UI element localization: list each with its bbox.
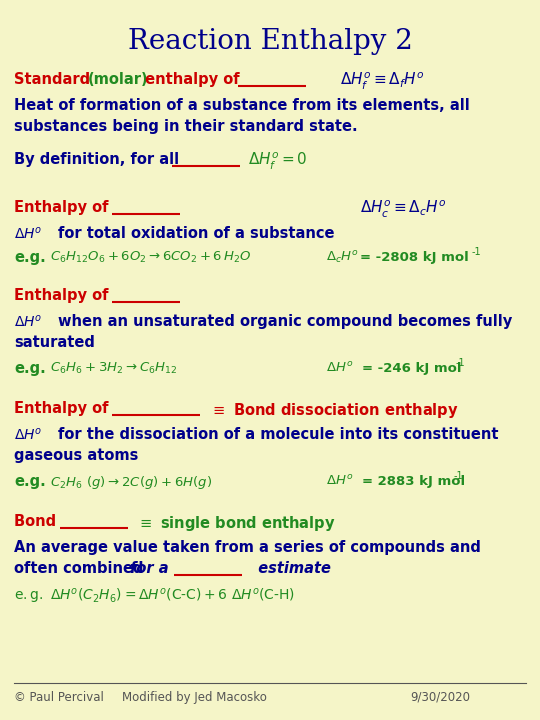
Text: = 2883 kJ mol: = 2883 kJ mol — [362, 475, 465, 488]
Text: Enthalpy of: Enthalpy of — [14, 288, 113, 303]
Text: $\equiv$ single bond enthalpy: $\equiv$ single bond enthalpy — [132, 514, 336, 533]
Text: for the dissociation of a molecule into its constituent: for the dissociation of a molecule into … — [58, 427, 498, 442]
Text: $\ \Delta_c H^o$: $\ \Delta_c H^o$ — [322, 250, 359, 266]
Text: $\ \Delta H^o$: $\ \Delta H^o$ — [322, 474, 353, 488]
Text: $\Delta H_c^o \equiv \Delta_c H^o$: $\Delta H_c^o \equiv \Delta_c H^o$ — [360, 199, 446, 220]
Text: $\ \Delta H^o$: $\ \Delta H^o$ — [322, 361, 353, 375]
Text: saturated: saturated — [14, 335, 95, 350]
Text: $\Delta H^o$: $\Delta H^o$ — [14, 314, 42, 330]
Text: $\Delta H^o$: $\Delta H^o$ — [14, 427, 42, 443]
Text: -1: -1 — [454, 471, 464, 481]
Text: -1: -1 — [472, 247, 482, 257]
Text: Standard: Standard — [14, 72, 95, 87]
Text: Reaction Enthalpy 2: Reaction Enthalpy 2 — [127, 28, 413, 55]
Text: -1: -1 — [456, 358, 465, 368]
Text: when an unsaturated organic compound becomes fully: when an unsaturated organic compound bec… — [58, 314, 512, 329]
Text: Enthalpy of: Enthalpy of — [14, 401, 113, 416]
Text: Enthalpy of: Enthalpy of — [14, 200, 113, 215]
Text: $\equiv$ Bond dissociation enthalpy: $\equiv$ Bond dissociation enthalpy — [205, 401, 459, 420]
Text: = -2808 kJ mol: = -2808 kJ mol — [360, 251, 469, 264]
Text: Modified by Jed Macosko: Modified by Jed Macosko — [122, 691, 266, 704]
Text: $\mathrm{e.g.}\ \Delta H^o(C_2H_6) = \Delta H^o(\mathrm{C\text{-}C}) + 6\ \Delta: $\mathrm{e.g.}\ \Delta H^o(C_2H_6) = \De… — [14, 587, 295, 606]
Text: $\Delta H^o$: $\Delta H^o$ — [14, 226, 42, 242]
Text: e.g.: e.g. — [14, 250, 46, 265]
Text: (molar): (molar) — [88, 72, 149, 87]
Text: An average value taken from a series of compounds and: An average value taken from a series of … — [14, 540, 481, 555]
Text: for total oxidation of a substance: for total oxidation of a substance — [58, 226, 334, 241]
Text: Bond: Bond — [14, 514, 61, 529]
Text: = -246 kJ mol: = -246 kJ mol — [362, 362, 462, 375]
Text: $\Delta H_f^o \equiv \Delta_f H^o$: $\Delta H_f^o \equiv \Delta_f H^o$ — [340, 71, 424, 92]
Text: e.g.: e.g. — [14, 474, 46, 489]
Text: often combined: often combined — [14, 561, 148, 576]
Text: gaseous atoms: gaseous atoms — [14, 448, 138, 463]
Text: $\ C_6H_6 + 3H_2 \rightarrow C_6H_{12}$: $\ C_6H_6 + 3H_2 \rightarrow C_6H_{12}$ — [46, 361, 178, 376]
Text: substances being in their standard state.: substances being in their standard state… — [14, 119, 357, 134]
Text: Heat of formation of a substance from its elements, all: Heat of formation of a substance from it… — [14, 98, 470, 113]
Text: 9/30/2020: 9/30/2020 — [410, 691, 470, 704]
Text: $\ C_6H_{12}O_6 + 6O_2 \rightarrow 6CO_2 + 6\,H_2O$: $\ C_6H_{12}O_6 + 6O_2 \rightarrow 6CO_2… — [46, 250, 252, 265]
Text: estimate: estimate — [248, 561, 331, 576]
Text: $\Delta H_f^o = 0$: $\Delta H_f^o = 0$ — [248, 151, 307, 172]
Text: for a: for a — [130, 561, 174, 576]
Text: $\ C_2H_6\ (g) \rightarrow 2C(g) + 6H(g)$: $\ C_2H_6\ (g) \rightarrow 2C(g) + 6H(g)… — [46, 474, 212, 491]
Text: e.g.: e.g. — [14, 361, 46, 376]
Text: © Paul Percival: © Paul Percival — [14, 691, 104, 704]
Text: enthalpy of: enthalpy of — [140, 72, 245, 87]
Text: By definition, for all: By definition, for all — [14, 152, 184, 167]
